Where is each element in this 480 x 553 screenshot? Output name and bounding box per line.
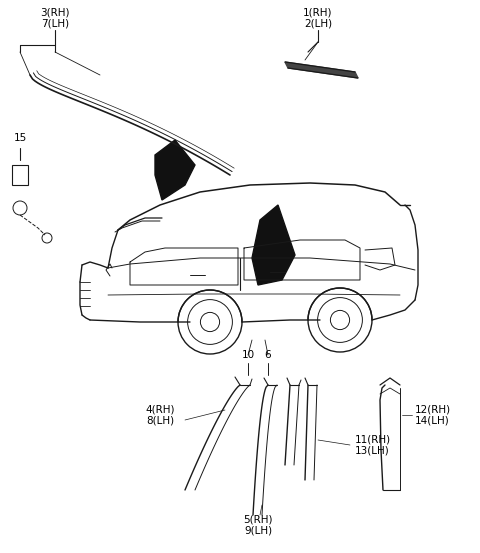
Bar	[12, 165, 28, 185]
Text: 12(RH)
14(LH): 12(RH) 14(LH)	[415, 404, 451, 426]
Text: 10: 10	[241, 350, 254, 360]
Text: 15: 15	[13, 133, 26, 143]
Text: 5(RH)
9(LH): 5(RH) 9(LH)	[243, 514, 273, 536]
Polygon shape	[252, 205, 295, 285]
Polygon shape	[285, 62, 358, 78]
Text: 3(RH)
7(LH): 3(RH) 7(LH)	[40, 7, 70, 29]
Text: 4(RH)
8(LH): 4(RH) 8(LH)	[145, 404, 175, 426]
Polygon shape	[155, 140, 195, 200]
Text: 1(RH)
2(LH): 1(RH) 2(LH)	[303, 7, 333, 29]
Text: 11(RH)
13(LH): 11(RH) 13(LH)	[355, 434, 391, 456]
Text: 6: 6	[264, 350, 271, 360]
